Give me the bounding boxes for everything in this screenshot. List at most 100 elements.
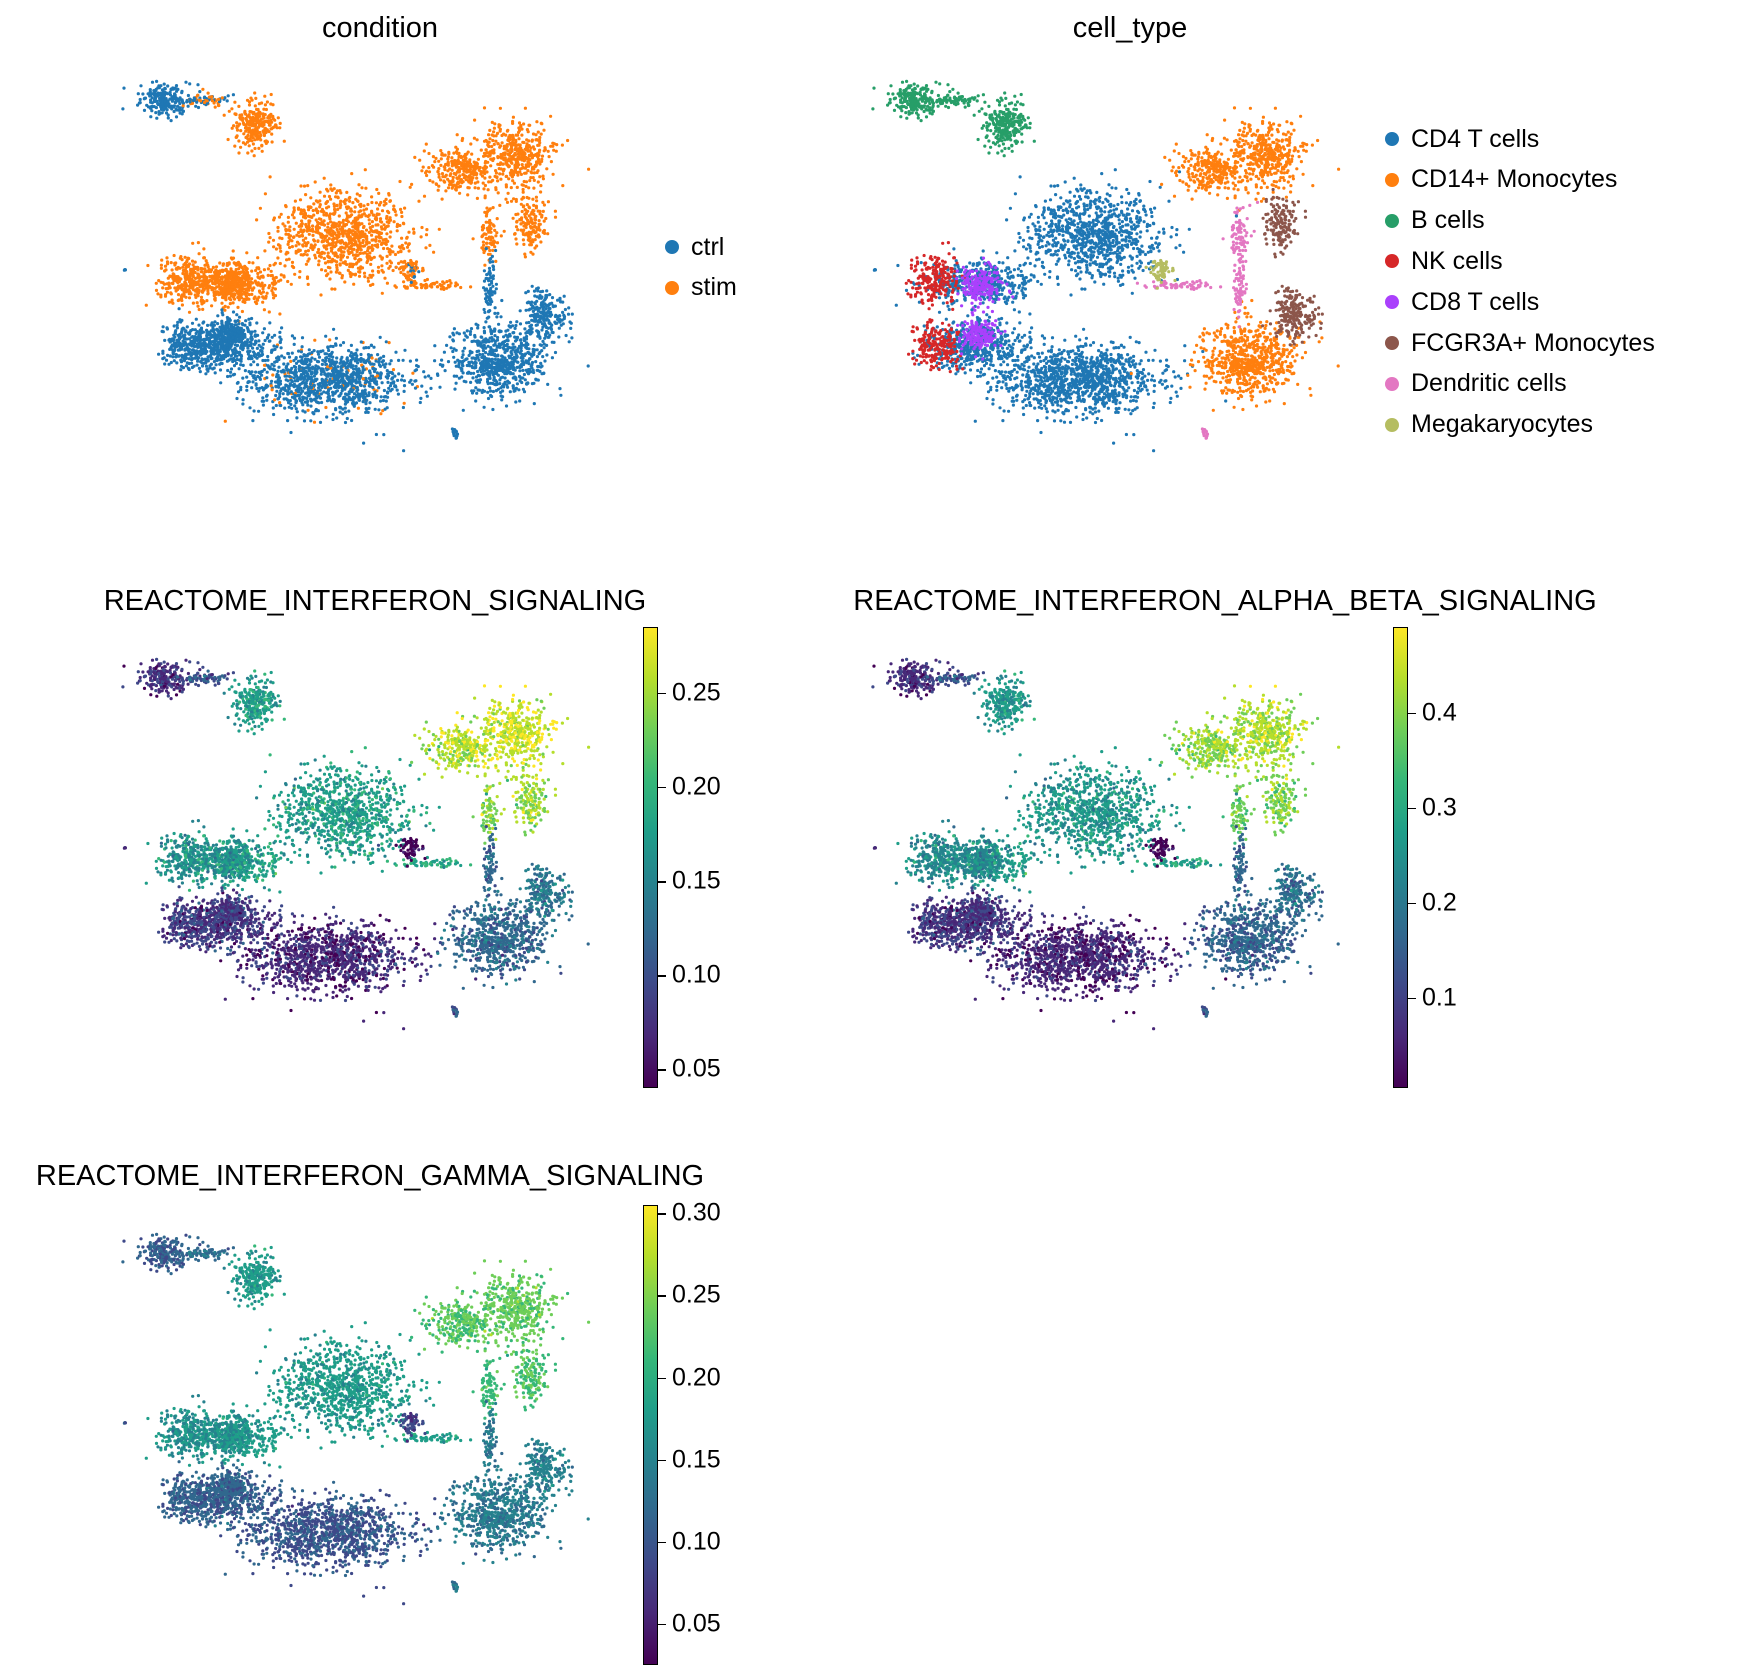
umap-point	[371, 282, 375, 286]
umap-point	[235, 381, 239, 385]
umap-point	[484, 236, 488, 240]
umap-point	[223, 419, 227, 423]
umap-point	[332, 371, 336, 375]
umap-point	[304, 244, 308, 248]
umap-point	[262, 107, 266, 111]
umap-point	[263, 127, 267, 131]
umap-point	[326, 265, 330, 269]
umap-point	[244, 266, 248, 270]
umap-point	[205, 349, 209, 354]
umap-point	[480, 225, 484, 229]
umap-point	[331, 417, 335, 422]
umap-point	[545, 167, 549, 171]
umap-point	[263, 103, 267, 107]
umap-point	[196, 105, 201, 110]
umap-point	[166, 353, 170, 357]
umap-point	[358, 194, 362, 198]
umap-point	[228, 276, 232, 280]
umap-point	[167, 281, 171, 285]
umap-point	[326, 189, 330, 193]
umap-point	[358, 251, 363, 255]
umap-point	[530, 138, 534, 142]
umap-point	[322, 390, 326, 394]
umap-point	[417, 199, 421, 203]
umap-point	[552, 148, 556, 152]
umap-point	[169, 360, 173, 365]
umap-point	[485, 210, 490, 214]
umap-point	[172, 324, 176, 328]
umap-point	[458, 167, 462, 171]
umap-point	[345, 371, 349, 375]
umap-point	[526, 169, 530, 173]
umap-point	[449, 172, 453, 176]
umap-point	[216, 342, 220, 346]
umap-point	[456, 181, 461, 185]
umap-point	[311, 229, 315, 233]
umap-point	[304, 249, 308, 253]
umap-point	[362, 441, 366, 445]
umap-point	[237, 330, 241, 334]
umap-point	[227, 280, 231, 284]
umap-point	[324, 377, 328, 381]
umap-point	[431, 155, 435, 159]
umap-point	[333, 245, 337, 249]
umap-point	[482, 169, 486, 174]
umap-point	[239, 117, 243, 121]
umap-point	[377, 239, 381, 243]
umap-point	[161, 349, 165, 353]
umap-point	[249, 354, 253, 358]
umap-point	[304, 262, 308, 266]
umap-point	[163, 99, 167, 103]
umap-point	[246, 151, 250, 155]
umap-point	[519, 222, 523, 226]
umap-point	[351, 262, 355, 266]
umap-point	[178, 286, 182, 290]
umap-point	[168, 93, 173, 97]
umap-point	[474, 173, 478, 177]
umap-point	[270, 379, 274, 383]
umap-point	[364, 207, 369, 211]
umap-point	[387, 250, 391, 254]
umap-point	[309, 375, 313, 379]
umap-point	[509, 147, 513, 151]
umap-point	[286, 419, 290, 423]
umap-point	[276, 225, 280, 230]
umap-point	[489, 238, 493, 242]
umap-point	[311, 247, 315, 252]
umap-point	[278, 382, 283, 386]
umap-point	[395, 229, 399, 233]
umap-point	[523, 106, 527, 110]
umap-point	[510, 155, 514, 159]
umap-point	[197, 323, 201, 327]
umap-point	[253, 119, 257, 123]
umap-point	[537, 160, 541, 164]
umap-point	[207, 279, 211, 283]
umap-point	[403, 206, 407, 210]
umap-point	[377, 408, 381, 412]
umap-point	[295, 233, 299, 237]
umap-point	[309, 399, 313, 403]
umap-point	[403, 348, 407, 352]
umap-point	[178, 102, 182, 106]
umap-point	[459, 178, 463, 182]
umap-point	[382, 246, 386, 251]
umap-point	[367, 213, 371, 217]
umap-point	[488, 207, 492, 211]
umap-point	[463, 154, 467, 158]
umap-point	[533, 238, 537, 242]
umap-point	[516, 173, 520, 177]
umap-point	[341, 261, 345, 265]
umap-point	[393, 209, 397, 214]
umap-point	[254, 382, 258, 386]
umap-point	[173, 332, 177, 336]
umap-point	[266, 358, 270, 362]
umap-point	[250, 120, 254, 124]
umap-point	[513, 163, 517, 168]
umap-point	[433, 160, 437, 164]
umap-point	[202, 100, 207, 105]
umap-point	[462, 168, 466, 172]
umap-point	[165, 108, 169, 112]
umap-point	[488, 252, 492, 256]
umap-point	[350, 237, 354, 241]
umap-point	[252, 154, 256, 158]
